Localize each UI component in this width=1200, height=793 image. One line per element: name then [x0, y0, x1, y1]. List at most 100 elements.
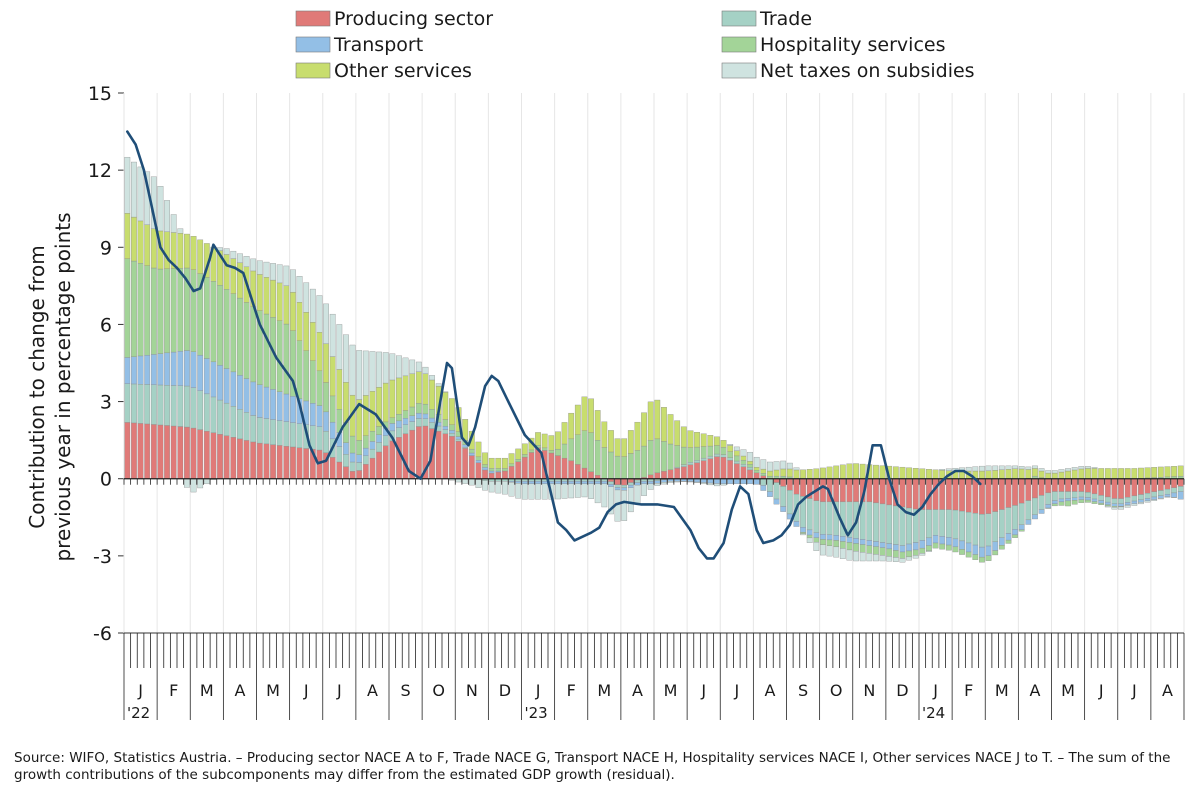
bar-segment: [879, 555, 886, 562]
bar-segment: [422, 366, 429, 374]
bar-segment: [495, 481, 502, 494]
bar-segment: [303, 448, 310, 479]
bar-segment: [747, 464, 753, 468]
bar-segment: [369, 441, 376, 450]
bar-segment: [687, 462, 694, 466]
bar-segment: [243, 378, 250, 413]
bar-segment: [488, 472, 495, 479]
bar-segment: [343, 442, 349, 455]
bar-segment: [568, 483, 575, 499]
bar-segment: [1065, 478, 1071, 492]
bar-segment: [131, 161, 137, 218]
bar-segment: [714, 445, 720, 455]
bar-segment: [680, 464, 687, 467]
x-month-label: O: [830, 681, 843, 700]
bar-segment: [482, 480, 488, 491]
bar-segment: [720, 457, 727, 479]
bar-segment: [998, 537, 1005, 546]
bar-segment: [627, 484, 634, 488]
bar-segment: [886, 504, 893, 544]
bar-segment: [177, 268, 184, 352]
bar-segment: [290, 396, 296, 423]
bar-segment: [164, 231, 170, 269]
bar-segment: [230, 406, 237, 438]
bar-segment: [839, 464, 846, 479]
bar-segment: [720, 454, 727, 458]
bar-segment: [508, 463, 515, 467]
bar-segment: [694, 462, 700, 479]
bar-segment: [296, 447, 303, 479]
bar-segment: [866, 478, 873, 503]
bar-segment: [343, 466, 349, 479]
bar-segment: [369, 430, 376, 442]
bar-segment: [707, 445, 714, 457]
bar-segment: [555, 448, 561, 456]
bar-segment: [124, 156, 131, 214]
bar-segment: [767, 478, 773, 492]
bar-segment: [919, 540, 926, 549]
bar-segment: [316, 405, 323, 427]
bar-segment: [1124, 502, 1131, 506]
bar-segment: [588, 398, 594, 433]
x-month-label: M: [597, 681, 611, 700]
bar-segment: [806, 469, 813, 479]
bar-segment: [475, 479, 482, 488]
bar-segment: [177, 351, 184, 386]
bar-segment: [250, 415, 257, 443]
bar-segment: [1171, 466, 1177, 477]
bar-segment: [992, 470, 999, 479]
bar-segment: [157, 424, 164, 479]
bar-segment: [290, 291, 296, 331]
bar-segment: [594, 410, 601, 441]
bar-segment: [839, 548, 846, 559]
bar-segment: [157, 186, 164, 232]
bar-segment: [654, 480, 661, 484]
bar-segment: [124, 383, 131, 423]
bar-segment: [945, 509, 952, 538]
bar-segment: [919, 553, 926, 556]
bar-segment: [409, 373, 416, 408]
bar-segment: [594, 483, 601, 504]
bar-segment: [965, 551, 972, 558]
x-month-label: A: [764, 681, 775, 700]
bar-segment: [740, 478, 747, 485]
bar-segment: [780, 486, 787, 507]
bar-segment: [1164, 488, 1171, 495]
bar-segment: [488, 457, 495, 469]
x-month-label: M: [1061, 681, 1075, 700]
bar-segment: [223, 368, 230, 404]
bar-segment: [979, 546, 985, 558]
bar-segment: [468, 478, 475, 486]
bar-segment: [217, 285, 223, 366]
x-month-label: J: [932, 681, 938, 700]
bar-segment: [270, 389, 276, 420]
bar-segment: [859, 552, 866, 562]
bar-segment: [541, 433, 548, 449]
bar-segment: [1157, 466, 1164, 478]
bar-segment: [965, 542, 972, 553]
bar-segment: [1018, 524, 1025, 530]
bar-segment: [382, 352, 389, 384]
bar-segment: [442, 429, 449, 434]
bar-segment: [647, 440, 654, 476]
bar-segment: [1118, 498, 1124, 504]
bar-segment: [409, 415, 416, 422]
bar-segment: [608, 484, 614, 487]
bar-segment: [197, 354, 204, 391]
bar-segment: [992, 478, 999, 512]
bar-segment: [561, 457, 568, 479]
bar-segment: [1058, 469, 1065, 473]
bar-segment: [157, 384, 164, 426]
bar-segment: [588, 432, 594, 472]
bar-segment: [674, 467, 681, 479]
bar-segment: [482, 452, 488, 465]
bar-segment: [190, 236, 197, 270]
x-month-label: N: [863, 681, 875, 700]
bar-segment: [1157, 498, 1164, 500]
bar-segment: [290, 422, 296, 448]
bar-segment: [813, 500, 820, 533]
x-month-label: D: [499, 681, 511, 700]
bar-segment: [296, 423, 303, 448]
bar-segment: [647, 401, 654, 441]
bar-segment: [727, 451, 734, 458]
